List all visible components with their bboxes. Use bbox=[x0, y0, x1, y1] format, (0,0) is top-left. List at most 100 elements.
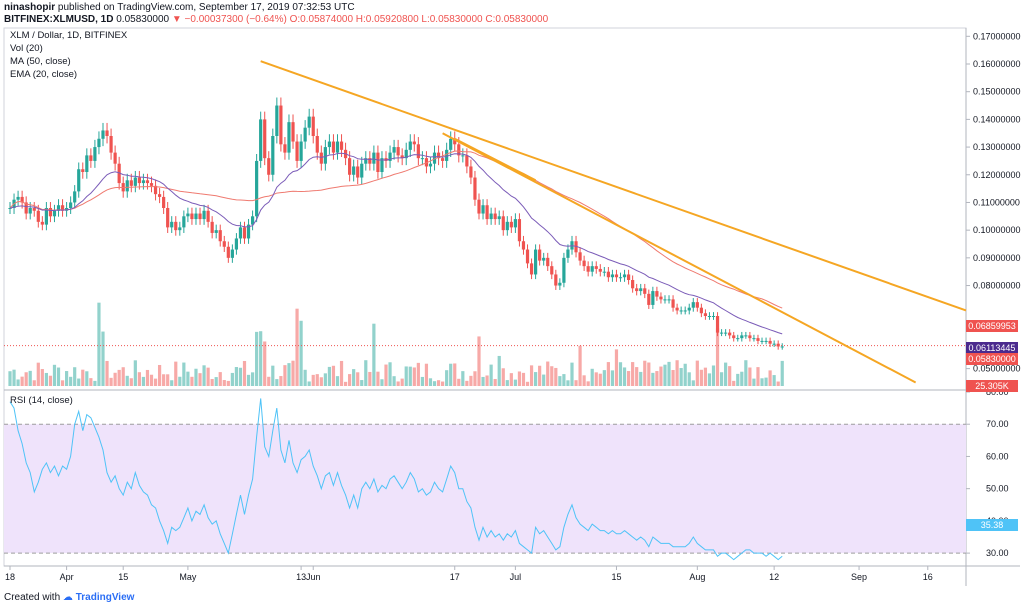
volume-bar bbox=[279, 376, 283, 386]
volume-bar bbox=[740, 371, 744, 386]
price-change: ▼ −0.00037300 (−0.64%) bbox=[171, 14, 287, 25]
candle bbox=[307, 116, 311, 128]
price-tick-label: 0.16000000 bbox=[973, 59, 1021, 69]
candle bbox=[768, 340, 772, 344]
volume-bar bbox=[655, 371, 659, 386]
candle bbox=[149, 183, 154, 186]
volume-bar bbox=[428, 378, 433, 386]
volume-bar bbox=[574, 380, 578, 386]
volume-bar bbox=[186, 371, 190, 386]
candle bbox=[501, 216, 505, 231]
volume-bar bbox=[137, 372, 141, 386]
candle bbox=[780, 346, 784, 348]
volume-bar bbox=[198, 373, 202, 386]
candle bbox=[715, 316, 720, 333]
candle bbox=[643, 288, 647, 294]
candle bbox=[428, 163, 433, 167]
candle bbox=[412, 141, 416, 145]
candle bbox=[538, 249, 542, 261]
candle bbox=[525, 249, 530, 264]
volume-bar bbox=[509, 373, 513, 386]
volume-bar bbox=[376, 371, 380, 386]
volume-bar bbox=[153, 378, 158, 386]
candle bbox=[489, 213, 493, 220]
candle bbox=[764, 340, 768, 342]
publisher-name[interactable]: ninashopir bbox=[4, 2, 56, 13]
volume-bar bbox=[48, 375, 53, 386]
candle bbox=[594, 266, 598, 269]
volume-bar bbox=[93, 380, 97, 386]
volume-bar bbox=[311, 374, 315, 386]
candle bbox=[436, 152, 441, 159]
volume-bar bbox=[715, 328, 720, 386]
candle bbox=[679, 310, 683, 312]
candle bbox=[550, 266, 554, 275]
volume-bar bbox=[400, 378, 404, 386]
tradingview-logo[interactable]: ☁ TradingView bbox=[63, 592, 135, 603]
volume-bar bbox=[133, 360, 137, 386]
volume-bar bbox=[748, 367, 752, 386]
volume-bar bbox=[489, 364, 493, 386]
time-tick-label: 13 bbox=[296, 572, 306, 582]
volume-bar bbox=[776, 381, 780, 386]
volume-bar bbox=[125, 375, 129, 386]
candle bbox=[683, 310, 687, 312]
volume-bar bbox=[331, 365, 336, 386]
volume-bar bbox=[562, 374, 566, 386]
volume-bar bbox=[554, 367, 558, 386]
volume-bar bbox=[234, 367, 239, 386]
candle bbox=[651, 291, 655, 305]
candle bbox=[56, 205, 61, 211]
candle bbox=[194, 213, 198, 220]
price-tick-label: 0.11000000 bbox=[973, 197, 1020, 207]
volume-bar bbox=[69, 376, 73, 386]
volume-bar bbox=[493, 378, 497, 386]
candle bbox=[230, 249, 234, 258]
candle bbox=[360, 163, 364, 178]
volume-bar bbox=[711, 365, 716, 386]
candle bbox=[728, 332, 732, 336]
volume-bar bbox=[635, 367, 639, 386]
volume-bars bbox=[8, 302, 784, 386]
ohlc-values: O:0.05874000 H:0.05920800 L:0.05830000 C… bbox=[289, 14, 549, 25]
candle bbox=[24, 202, 28, 214]
candle bbox=[323, 147, 327, 164]
volume-bar bbox=[194, 368, 198, 386]
candle bbox=[40, 221, 44, 225]
volume-bar bbox=[170, 380, 174, 386]
volume-bar bbox=[259, 331, 263, 386]
volume-bar bbox=[659, 366, 663, 386]
candle bbox=[141, 180, 146, 184]
volume-bar bbox=[275, 379, 279, 386]
candle bbox=[566, 249, 570, 258]
candle bbox=[335, 141, 340, 153]
volume-bar bbox=[756, 367, 760, 386]
candle bbox=[760, 340, 764, 342]
volume-bar bbox=[222, 380, 226, 386]
volume-bar bbox=[250, 372, 255, 386]
volume-bar bbox=[529, 365, 534, 386]
volume-bar bbox=[481, 376, 485, 386]
rsi-tick-label: 70.00 bbox=[986, 419, 1009, 429]
volume-bar bbox=[558, 376, 562, 386]
candle bbox=[101, 130, 105, 139]
legend-vol: Vol (20) bbox=[10, 43, 43, 54]
tradingview-cloud-icon: ☁ bbox=[62, 592, 73, 603]
candle bbox=[420, 158, 424, 160]
candle bbox=[182, 216, 186, 228]
tradingview-brand: TradingView bbox=[75, 592, 135, 603]
volume-bar bbox=[343, 381, 348, 386]
candle bbox=[36, 210, 40, 222]
volume-bar bbox=[218, 372, 222, 386]
trendline-upper bbox=[260, 60, 967, 312]
candle bbox=[279, 105, 283, 145]
volume-bar bbox=[687, 372, 691, 386]
candle bbox=[190, 213, 194, 220]
candle bbox=[376, 152, 380, 172]
legend-ema: EMA (20, close) bbox=[10, 69, 78, 80]
trendline-short bbox=[454, 137, 537, 182]
volume-bar bbox=[752, 378, 756, 386]
candle bbox=[222, 241, 226, 247]
volume-bar bbox=[732, 380, 736, 386]
